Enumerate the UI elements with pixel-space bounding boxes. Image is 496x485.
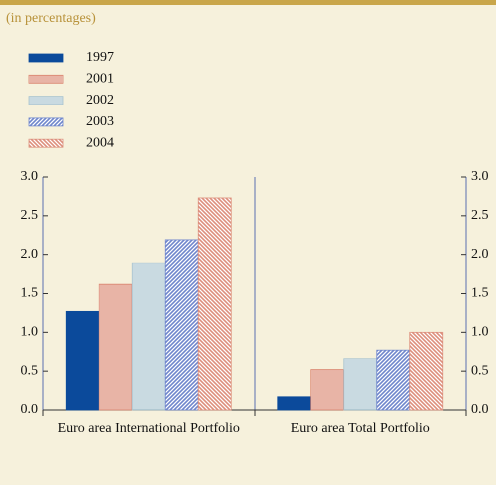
legend-swatch [28, 74, 64, 84]
y-tick-label: 1.5 [21, 286, 39, 301]
y2-tick-label: 1.0 [471, 325, 489, 340]
legend-label: 2001 [86, 72, 114, 87]
legend-swatch [28, 96, 64, 105]
y-tick-label: 3.0 [21, 169, 39, 184]
bar [65, 310, 100, 411]
y-tick-label: 0.0 [21, 402, 39, 417]
y-tick-label: 2.5 [21, 208, 39, 223]
bar [131, 262, 166, 411]
legend-label: 2002 [86, 93, 114, 108]
legend-label: 2004 [86, 135, 114, 150]
legend-swatch [28, 117, 64, 127]
y-tick-label: 1.0 [21, 325, 39, 340]
y2-tick-label: 2.5 [471, 208, 489, 223]
y2-tick-label: 3.0 [471, 169, 489, 184]
legend-swatch [28, 53, 64, 63]
bar [277, 396, 312, 411]
bar [98, 283, 133, 411]
bar [164, 239, 199, 411]
y2-tick-label: 0.0 [471, 402, 489, 417]
y2-tick-label: 2.0 [471, 247, 489, 262]
x-tick-label: Euro area International Portfolio [57, 421, 240, 436]
y2-tick-label: 0.5 [471, 363, 489, 378]
legend-label: 1997 [86, 50, 114, 65]
bar [343, 358, 378, 411]
bar [197, 197, 232, 411]
bar [376, 349, 411, 411]
y-tick-label: 2.0 [21, 247, 39, 262]
bar [409, 331, 444, 411]
x-tick-label: Euro area Total Portfolio [290, 421, 430, 436]
legend-swatch [28, 138, 64, 148]
bar [310, 369, 345, 411]
top-rule [0, 0, 496, 5]
chart-subtitle: (in percentages) [6, 11, 96, 26]
legend-label: 2003 [86, 114, 114, 129]
y-tick-label: 0.5 [21, 363, 39, 378]
y2-tick-label: 1.5 [471, 286, 489, 301]
